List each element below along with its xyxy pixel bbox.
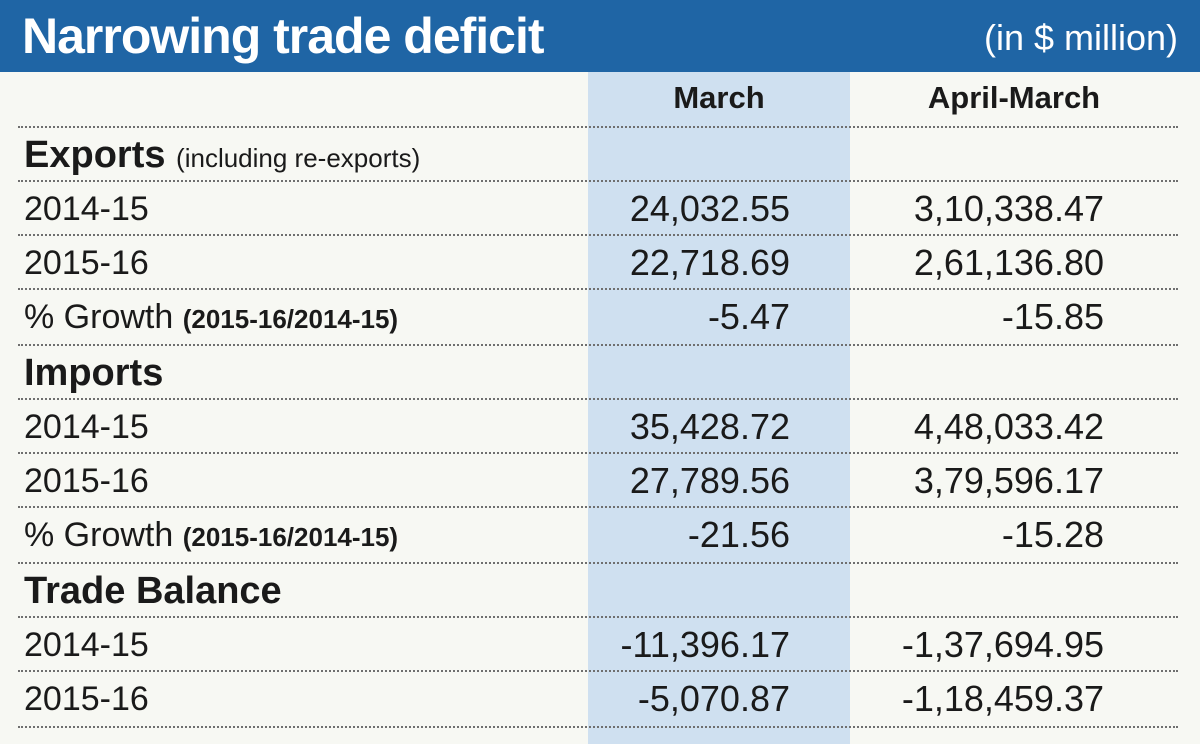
april-march-value: -1,18,459.37 (901, 678, 1104, 719)
chart-title: Narrowing trade deficit (22, 8, 545, 64)
table-row: 2014-15 -11,396.17 -1,37,694.95 (18, 616, 1178, 672)
march-value: 35,428.72 (629, 406, 790, 447)
march-value: -5,070.87 (637, 678, 790, 719)
row-label: 2015-16 (24, 462, 149, 500)
unit-label: (in $ million) (983, 17, 1178, 58)
table-row: 2015-16 27,789.56 3,79,596.17 (18, 452, 1178, 508)
march-value: 27,789.56 (629, 460, 790, 501)
march-value: -5.47 (707, 296, 790, 337)
table-row: 2015-16 -5,070.87 -1,18,459.37 (18, 670, 1178, 728)
section-title: Exports (24, 134, 166, 176)
march-value: -21.56 (687, 514, 790, 555)
april-march-value: 3,79,596.17 (913, 460, 1104, 501)
march-value: 22,718.69 (629, 242, 790, 283)
section-row-exports: Exports (including re-exports) (18, 126, 1178, 182)
section-label: Exports (including re-exports) (24, 128, 420, 182)
section-row-trade-balance: Trade Balance (18, 562, 1178, 618)
row-label-text: % Growth (24, 298, 174, 336)
section-note: (including re-exports) (176, 143, 421, 173)
section-title: Trade Balance (24, 570, 282, 612)
march-column-highlight (588, 72, 850, 744)
april-march-value: -15.85 (1001, 296, 1104, 337)
table-row: 2014-15 24,032.55 3,10,338.47 (18, 180, 1178, 236)
april-march-value: 2,61,136.80 (913, 242, 1104, 283)
march-value: 24,032.55 (629, 188, 790, 229)
row-label: 2015-16 (24, 680, 149, 718)
row-label-period: (2015-16/2014-15) (182, 304, 399, 334)
table-row: 2014-15 35,428.72 4,48,033.42 (18, 398, 1178, 454)
column-header-march: March (673, 80, 765, 115)
table-row: % Growth (2015-16/2014-15) -5.47 -15.85 (18, 288, 1178, 344)
section-title: Imports (24, 352, 164, 394)
row-label-text: % Growth (24, 516, 174, 554)
title-bar: Narrowing trade deficit (in $ million) (0, 0, 1200, 72)
row-label: 2014-15 (24, 626, 149, 664)
column-header-april-march: April-March (927, 80, 1101, 115)
table-row: 2015-16 22,718.69 2,61,136.80 (18, 234, 1178, 290)
row-label: 2014-15 (24, 408, 149, 446)
row-label-period: (2015-16/2014-15) (182, 522, 399, 552)
row-label: 2015-16 (24, 244, 149, 282)
april-march-value: 4,48,033.42 (913, 406, 1104, 447)
section-row-imports: Imports (18, 344, 1178, 400)
april-march-value: -15.28 (1001, 514, 1104, 555)
row-label: 2014-15 (24, 190, 149, 228)
april-march-value: 3,10,338.47 (913, 188, 1104, 229)
march-value: -11,396.17 (620, 624, 790, 665)
table-row: % Growth (2015-16/2014-15) -21.56 -15.28 (18, 506, 1178, 562)
april-march-value: -1,37,694.95 (901, 624, 1104, 665)
row-label: % Growth (2015-16/2014-15) (24, 290, 398, 344)
row-label: % Growth (2015-16/2014-15) (24, 508, 398, 562)
